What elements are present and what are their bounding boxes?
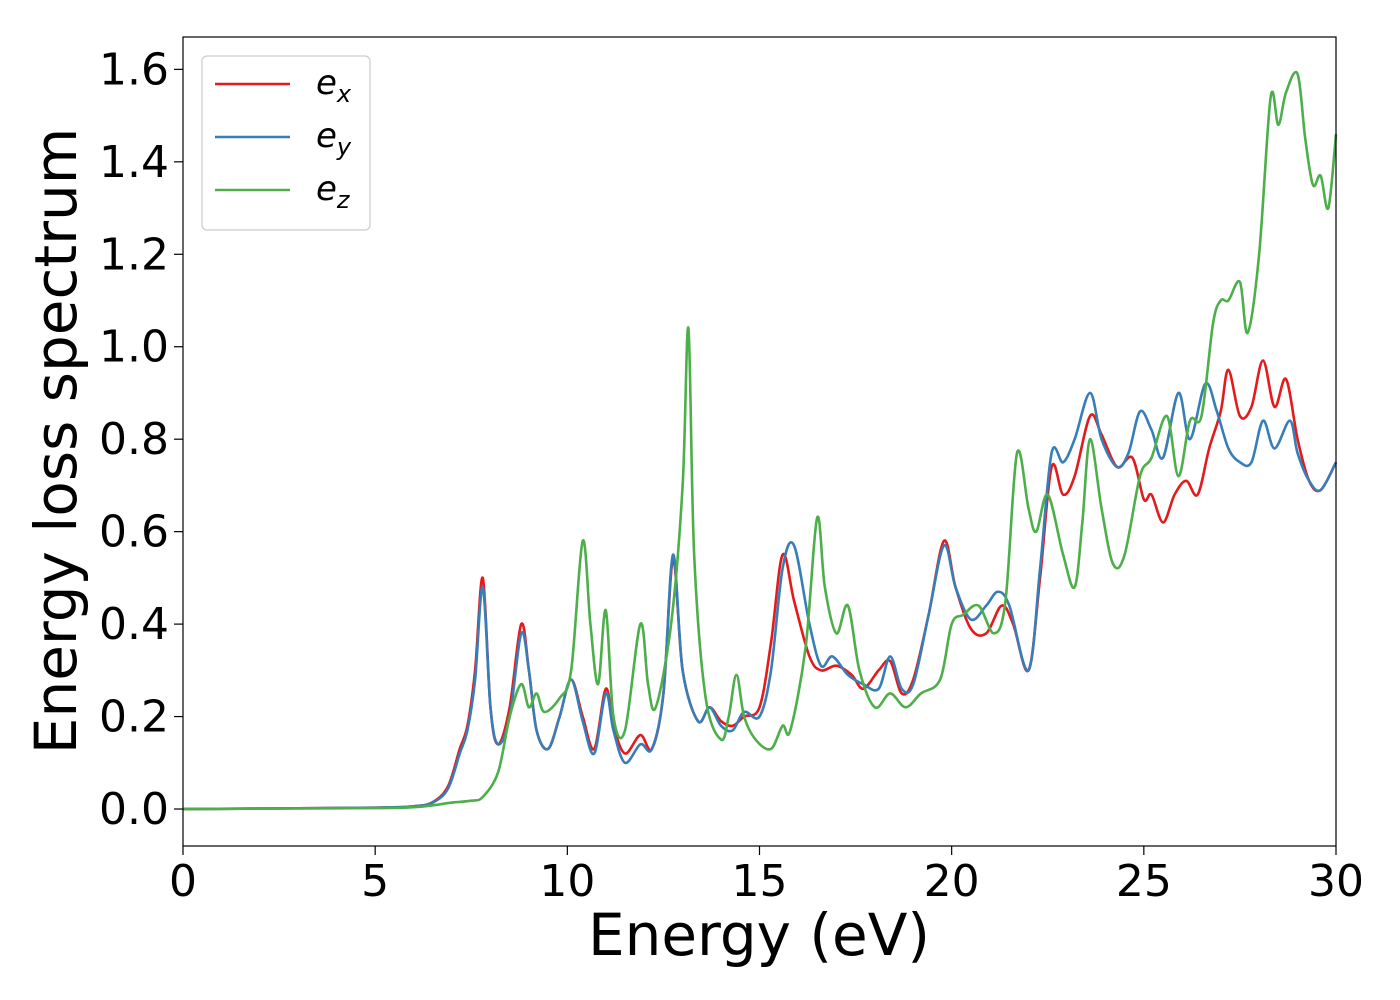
y-tick-label: 0.4 <box>99 599 169 650</box>
plot-area-background <box>183 37 1336 846</box>
x-tick-label: 20 <box>924 856 980 907</box>
legend-label: ex <box>316 63 352 108</box>
y-tick-label: 0.8 <box>99 414 169 465</box>
legend-label: ey <box>316 116 352 161</box>
series-line-e-x <box>182 359 1338 811</box>
legend: ex ey ez <box>201 55 371 231</box>
y-tick-label: 1.2 <box>99 229 169 280</box>
y-tick-label: 0.0 <box>99 784 169 835</box>
series-layer <box>182 70 1338 811</box>
x-axis-title: Energy (eV) <box>588 901 930 969</box>
legend-box <box>201 55 371 231</box>
y-tick-label: 1.4 <box>99 137 169 188</box>
x-tick-label: 15 <box>732 856 788 907</box>
series-line-e-z <box>182 70 1338 811</box>
x-tick-label: 25 <box>1116 856 1172 907</box>
legend-label: ez <box>316 169 351 214</box>
x-tick-label: 5 <box>361 856 389 907</box>
x-tick-label: 10 <box>539 856 595 907</box>
y-tick-label: 1.6 <box>99 44 169 95</box>
y-axis-title: Energy loss spectrum <box>22 128 90 754</box>
y-tick-label: 0.2 <box>99 692 169 743</box>
y-tick-label: 0.6 <box>99 507 169 558</box>
x-tick-label: 30 <box>1308 856 1364 907</box>
x-tick-label: 0 <box>169 856 197 907</box>
y-tick-label: 1.0 <box>99 322 169 373</box>
y-axis: 0.0 0.2 0.4 0.6 0.8 1.0 1.2 1.4 1.6 <box>99 44 183 835</box>
x-axis: 0 5 10 15 20 25 30 <box>169 846 1364 907</box>
